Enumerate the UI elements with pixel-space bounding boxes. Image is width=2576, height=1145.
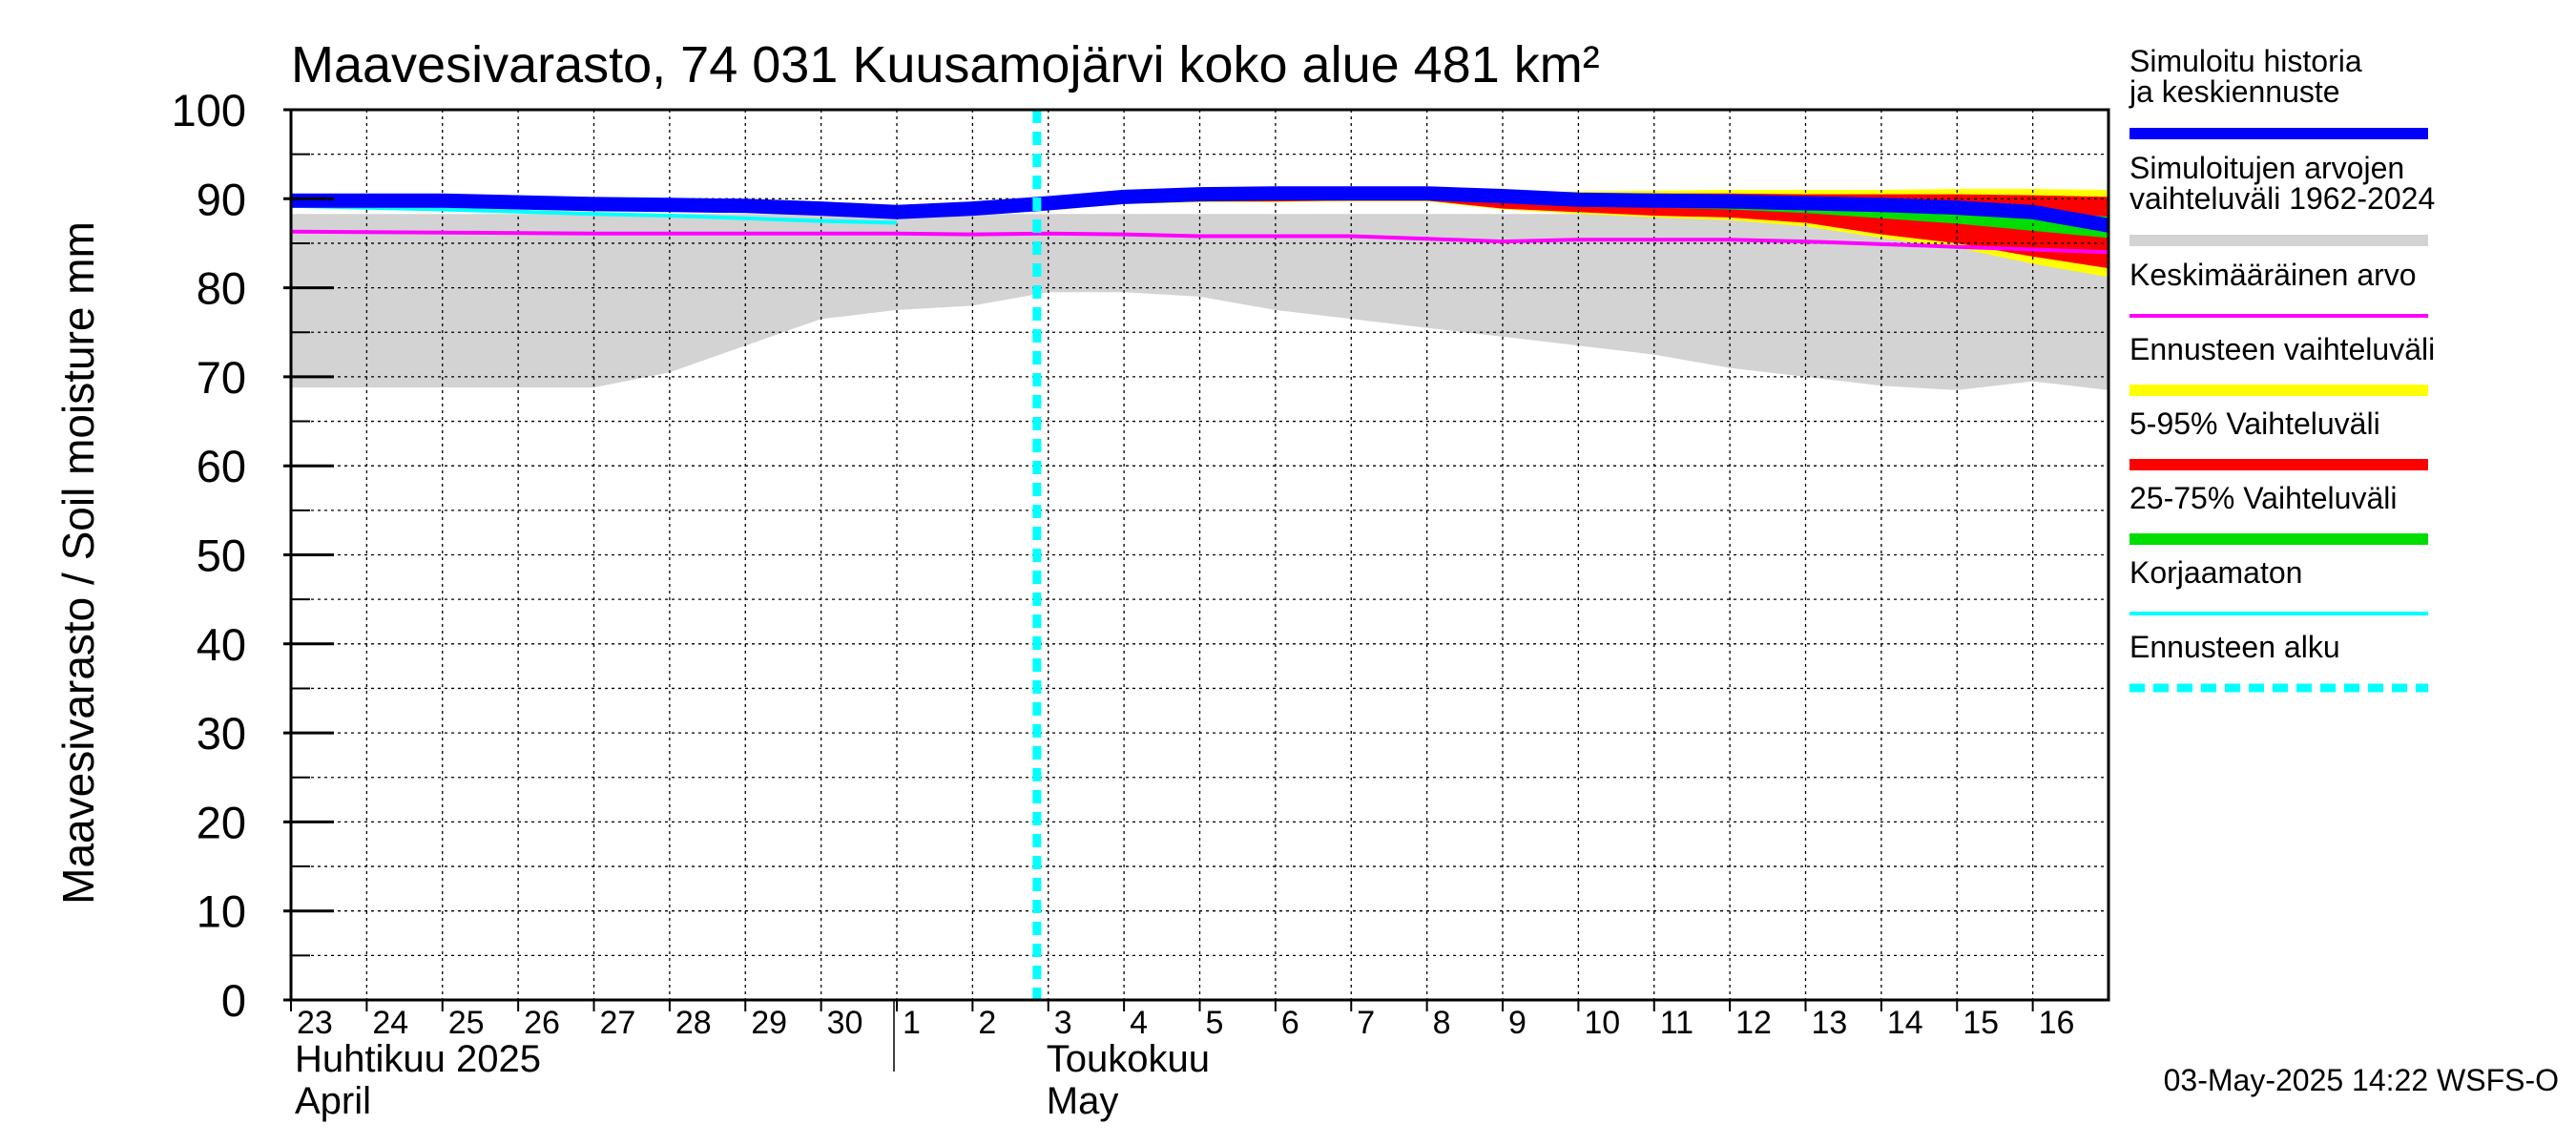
chart-title: Maavesivarasto, 74 031 Kuusamojärvi koko… — [291, 36, 1600, 94]
x-tick-label: 9 — [1508, 1005, 1527, 1041]
y-tick-label: 60 — [197, 441, 246, 491]
y-tick-label: 100 — [172, 85, 246, 135]
y-tick-label: 40 — [197, 619, 246, 670]
x-tick-label: 30 — [827, 1005, 863, 1041]
x-tick-label: 11 — [1660, 1005, 1693, 1041]
x-tick-label: 25 — [448, 1005, 485, 1041]
x-tick-label: 24 — [372, 1005, 408, 1041]
y-tick-label: 80 — [197, 263, 246, 314]
x-tick-label: 1 — [903, 1005, 921, 1041]
legend-label: Ennusteen alku — [2129, 630, 2340, 664]
x-tick-label: 15 — [1963, 1005, 1999, 1041]
legend-label: Korjaamaton — [2129, 555, 2302, 590]
legend-label: 5-95% Vaihteluväli — [2129, 406, 2380, 441]
line-simulated — [291, 186, 2110, 233]
legend-label: ja keskiennuste — [2129, 74, 2340, 109]
line-mean — [290, 229, 2109, 255]
y-tick-label: 30 — [197, 708, 246, 759]
y-tick-label: 90 — [197, 174, 246, 224]
x-tick-label: 27 — [600, 1005, 636, 1041]
y-tick-label: 20 — [197, 797, 246, 847]
x-tick-label: 3 — [1054, 1005, 1072, 1041]
legend-label: Simuloitu historia — [2129, 44, 2362, 78]
x-tick-label: 13 — [1812, 1005, 1848, 1041]
x-tick-label: 5 — [1206, 1005, 1224, 1041]
month-label-fi: Huhtikuu 2025 — [295, 1038, 541, 1080]
x-tick-label: 7 — [1357, 1005, 1375, 1041]
x-tick-label: 12 — [1735, 1005, 1772, 1041]
x-tick-label: 29 — [751, 1005, 787, 1041]
series-layer — [290, 110, 2110, 1000]
x-tick-label: 16 — [2039, 1005, 2075, 1041]
y-tick-label: 50 — [197, 531, 246, 581]
legend-label: vaihteluväli 1962-2024 — [2129, 181, 2435, 216]
y-tick-label: 0 — [221, 975, 246, 1026]
timestamp: 03-May-2025 14:22 WSFS-O — [2164, 1063, 2559, 1097]
line-uncorrected — [290, 203, 898, 225]
x-tick-label: 8 — [1433, 1005, 1451, 1041]
month-label-en: May — [1047, 1080, 1119, 1122]
x-tick-label: 2 — [978, 1005, 996, 1041]
legend-label: Keskimääräinen arvo — [2129, 258, 2417, 292]
legend-label: Simuloitujen arvojen — [2129, 151, 2404, 185]
x-tick-label: 14 — [1887, 1005, 1923, 1041]
y-tick-label: 10 — [197, 886, 246, 937]
x-tick-label: 28 — [675, 1005, 712, 1041]
grid-layer — [291, 110, 2109, 1000]
month-label-fi: Toukokuu — [1047, 1038, 1210, 1080]
legend-label: Ennusteen vaihteluväli — [2129, 332, 2435, 366]
x-tick-label: 10 — [1584, 1005, 1620, 1041]
x-tick-label: 26 — [524, 1005, 560, 1041]
month-label-en: April — [295, 1080, 371, 1122]
x-tick-label: 4 — [1130, 1005, 1148, 1041]
y-axis-label: Maavesivarasto / Soil moisture mm — [53, 221, 103, 905]
legend-label: 25-75% Vaihteluväli — [2129, 481, 2397, 515]
x-tick-label: 6 — [1281, 1005, 1299, 1041]
y-tick-label: 70 — [197, 352, 246, 403]
x-tick-label: 23 — [297, 1005, 333, 1041]
